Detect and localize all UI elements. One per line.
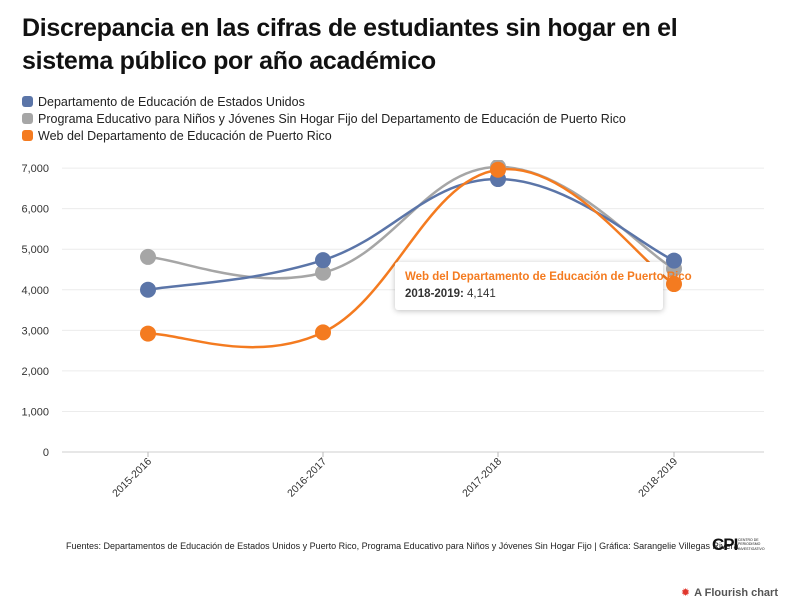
legend-item[interactable]: Programa Educativo para Niños y Jóvenes … — [22, 110, 782, 127]
y-tick-label: 6,000 — [21, 204, 49, 216]
legend-label: Programa Educativo para Niños y Jóvenes … — [38, 111, 626, 126]
legend-item[interactable]: Departamento de Educación de Estados Uni… — [22, 93, 782, 110]
x-axis: 2015-2016 2016-2017 2017-2018 2018-2019 — [110, 452, 680, 500]
data-point — [666, 276, 682, 293]
cpi-logo[interactable]: CPI CENTRO DE PERIODISMO INVESTIGATIVO — [712, 534, 770, 556]
source-note: Fuentes: Departamentos de Educación de E… — [66, 541, 739, 551]
data-point — [140, 281, 156, 298]
tooltip: Web del Departamento de Educación de Pue… — [395, 262, 692, 310]
data-point — [315, 324, 331, 341]
x-tick-label: 2017-2018 — [460, 456, 504, 500]
tooltip-body: 2018-2019: 4,141 — [405, 288, 496, 300]
chart-title: Discrepancia en las cifras de estudiante… — [22, 14, 678, 75]
y-tick-label: 2,000 — [21, 366, 49, 378]
legend-swatch — [22, 96, 33, 107]
y-tick-label: 4,000 — [21, 285, 49, 297]
flourish-credit-text: A Flourish chart — [694, 586, 778, 599]
tooltip-title: Web del Departamento de Educación de Pue… — [405, 271, 692, 283]
y-tick-label: 5,000 — [21, 244, 49, 256]
y-tick-label: 7,000 — [21, 163, 49, 175]
y-tick-label: 1,000 — [21, 406, 49, 418]
y-tick-label: 0 — [43, 447, 49, 459]
flourish-credit[interactable]: ✹ A Flourish chart — [680, 586, 778, 600]
logo-text: CPI — [712, 535, 738, 554]
legend-label: Web del Departamento de Educación de Pue… — [38, 128, 332, 143]
tooltip-value: 4,141 — [467, 288, 496, 300]
series-line — [147, 167, 675, 349]
x-tick-label: 2016-2017 — [285, 456, 329, 500]
legend-label: Departamento de Educación de Estados Uni… — [38, 94, 305, 109]
series-points — [140, 160, 682, 342]
data-point — [315, 264, 331, 281]
x-tick-label: 2018-2019 — [636, 456, 680, 500]
legend-swatch — [22, 130, 33, 141]
data-point — [666, 252, 682, 269]
legend-swatch — [22, 113, 33, 124]
legend: Departamento de Educación de Estados Uni… — [22, 93, 782, 144]
data-point — [315, 252, 331, 269]
data-point — [490, 161, 506, 178]
data-point — [140, 248, 156, 265]
logo-subtext: CENTRO DE PERIODISMO INVESTIGATIVO — [738, 538, 765, 551]
y-axis: 0 1,000 2,000 3,000 4,000 5,000 6,000 7,000 — [21, 163, 49, 459]
y-tick-label: 3,000 — [21, 325, 49, 337]
flourish-star-icon: ✹ — [680, 587, 691, 599]
legend-item[interactable]: Web del Departamento de Educación de Pue… — [22, 127, 782, 144]
line-chart: 0 1,000 2,000 3,000 4,000 5,000 6,000 7,000 201… — [21, 160, 764, 500]
tooltip-label: 2018-2019: — [405, 288, 464, 300]
x-tick-label: 2015-2016 — [110, 456, 154, 500]
data-point — [140, 325, 156, 342]
series-lines — [147, 165, 675, 349]
